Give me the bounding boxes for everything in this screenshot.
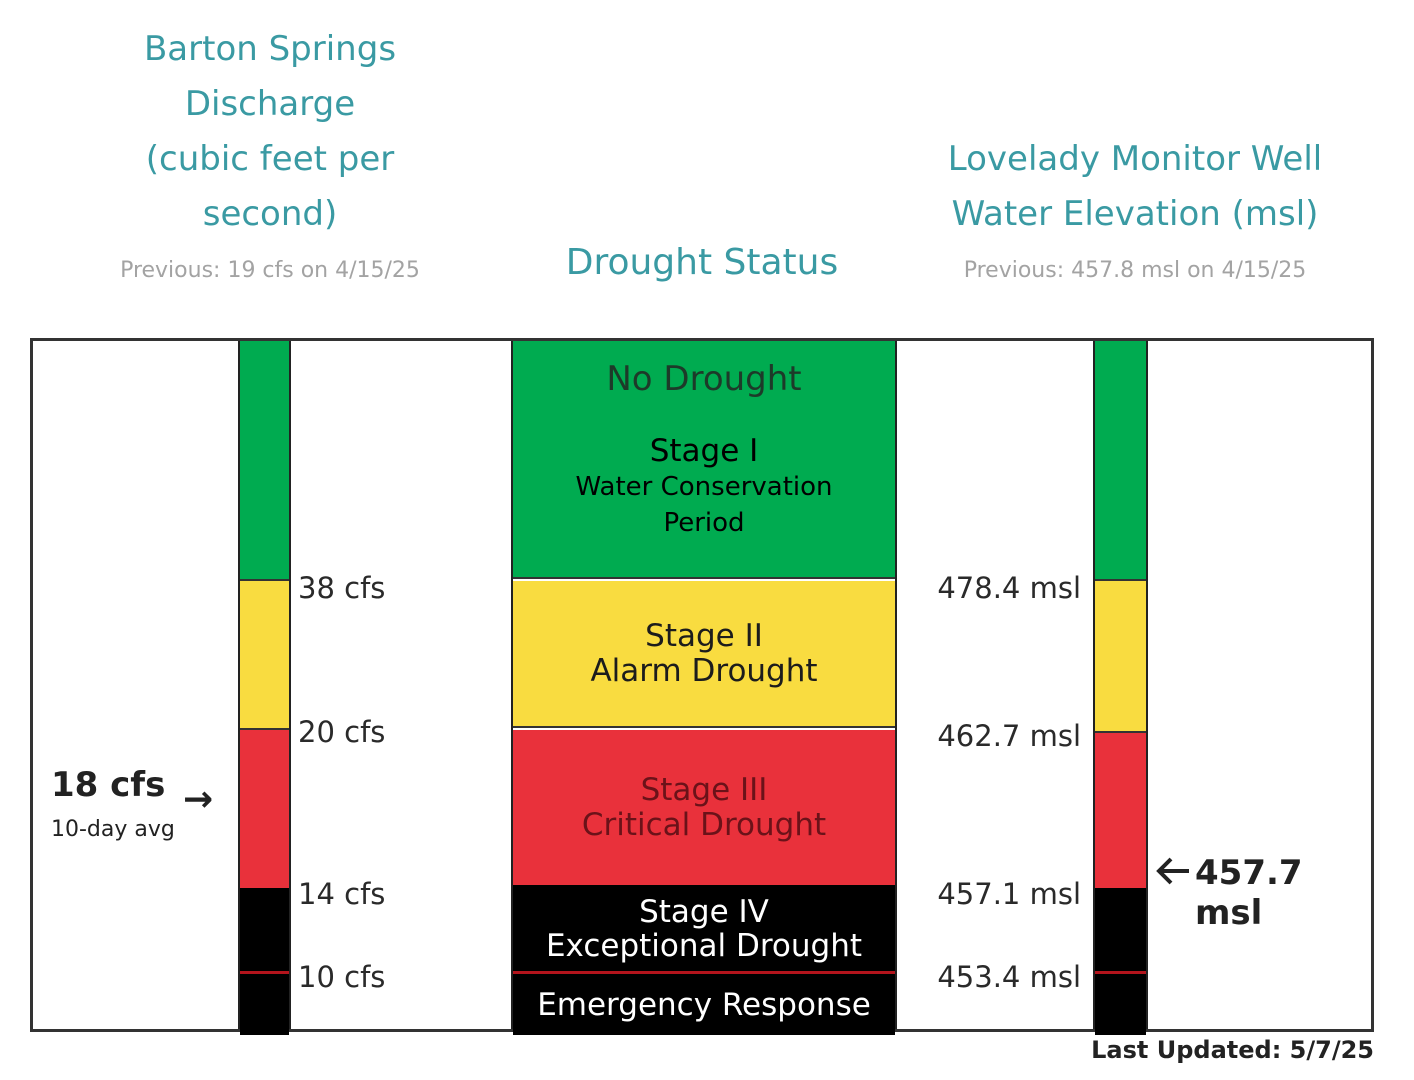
drought-stages-column: No Drought Stage I Water Conservation Pe… <box>511 341 897 1035</box>
stage2-title: Stage II <box>645 617 763 654</box>
current-discharge-note: 10-day avg <box>51 817 175 842</box>
well-title: Lovelady Monitor Well Water Elevation (m… <box>900 132 1370 242</box>
cfs-threshold-20: 20 cfs <box>298 715 386 749</box>
stage1-subtitle-line: Water Conservation <box>575 472 833 502</box>
cfs-threshold-14: 14 cfs <box>298 877 386 911</box>
stage-divider <box>513 971 895 974</box>
msl-threshold-478: 478.4 msl <box>937 571 1081 605</box>
stage2-band: Stage II Alarm Drought <box>513 581 895 728</box>
stage4-band: Stage IV Exceptional Drought <box>513 885 895 973</box>
drought-status-title: Drought Status <box>565 242 839 283</box>
msl-threshold-453: 453.4 msl <box>937 960 1081 994</box>
well-previous: Previous: 457.8 msl on 4/15/25 <box>963 258 1307 283</box>
msl-threshold-462: 462.7 msl <box>937 719 1081 753</box>
last-updated: Last Updated: 5/7/25 <box>1091 1036 1374 1064</box>
discharge-scale-bar <box>238 341 291 1035</box>
discharge-title-line: (cubic feet per <box>145 139 395 179</box>
well-title-line: Water Elevation (msl) <box>951 194 1319 234</box>
stage2-subtitle: Alarm Drought <box>590 652 818 689</box>
discharge-title: Barton Springs Discharge (cubic feet per… <box>110 22 430 242</box>
arrow-left-icon <box>1153 851 1193 891</box>
drought-chart-frame: 18 cfs 10-day avg → 38 cfs 20 cfs 14 cfs… <box>30 338 1374 1035</box>
discharge-bar-green <box>240 341 289 581</box>
discharge-bar-divider <box>240 971 289 974</box>
discharge-title-line: second) <box>202 194 338 234</box>
well-bar-black <box>1095 888 1146 1035</box>
emergency-label: Emergency Response <box>537 986 871 1023</box>
discharge-bar-red <box>240 730 289 888</box>
stage1-title: Stage I <box>649 433 759 469</box>
stage-no-drought-stage1: No Drought Stage I Water Conservation Pe… <box>513 341 895 579</box>
discharge-bar-yellow <box>240 581 289 730</box>
stage1-subtitle-line: Period <box>663 508 745 538</box>
stage3-subtitle: Critical Drought <box>581 806 827 843</box>
current-elevation-value: 457.7 msl <box>1195 853 1303 933</box>
discharge-title-line: Discharge <box>184 84 356 124</box>
stage4-subtitle: Exceptional Drought <box>545 928 863 964</box>
stage3-band: Stage III Critical Drought <box>513 730 895 885</box>
discharge-title-line: Barton Springs <box>143 29 397 69</box>
well-bar-red <box>1095 733 1146 888</box>
msl-threshold-457: 457.1 msl <box>937 877 1081 911</box>
stage3-title: Stage III <box>640 771 768 808</box>
well-bar-green <box>1095 341 1146 581</box>
emergency-band: Emergency Response <box>513 974 895 1035</box>
arrow-right-icon: → <box>183 779 214 820</box>
cfs-threshold-38: 38 cfs <box>298 571 386 605</box>
discharge-previous: Previous: 19 cfs on 4/15/25 <box>120 258 420 283</box>
discharge-bar-black <box>240 888 289 1035</box>
well-title-line: Lovelady Monitor Well <box>947 139 1323 179</box>
cfs-threshold-10: 10 cfs <box>298 960 386 994</box>
stage4-title: Stage IV <box>639 894 769 930</box>
well-scale-bar <box>1093 341 1148 1035</box>
no-drought-label: No Drought <box>606 359 802 399</box>
well-bar-yellow <box>1095 581 1146 733</box>
well-bar-divider <box>1095 971 1146 974</box>
current-discharge-value: 18 cfs <box>51 765 166 805</box>
